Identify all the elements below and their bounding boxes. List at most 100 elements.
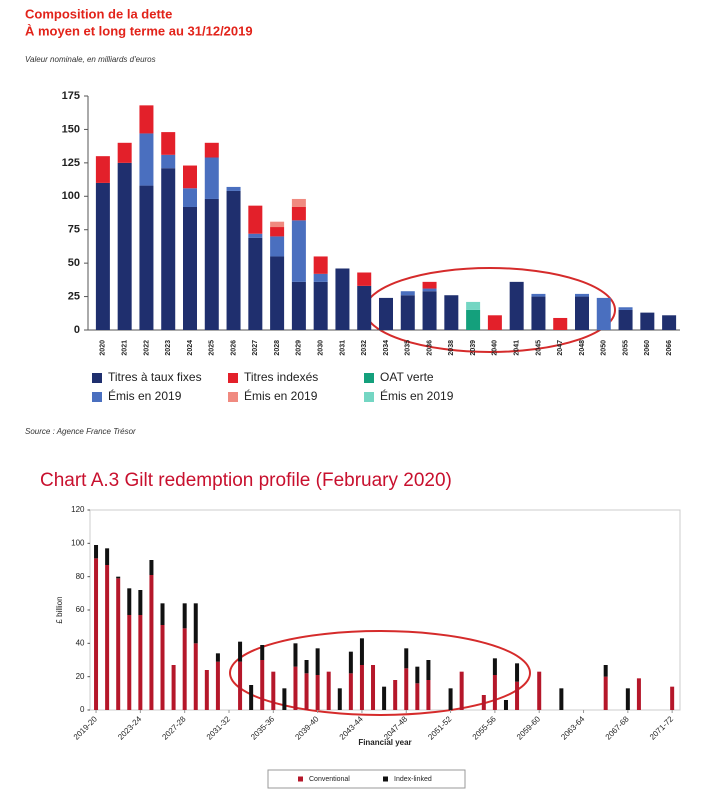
y-tick-label: 125	[62, 157, 80, 169]
bar-segment	[313, 273, 328, 282]
bar-segment	[182, 603, 187, 629]
bar-segment	[492, 675, 497, 710]
bar-segment	[618, 307, 633, 310]
bar-segment	[270, 227, 285, 237]
legend-swatch	[228, 373, 238, 383]
x-tick-label: 2034	[383, 340, 390, 356]
bar-segment	[117, 162, 132, 330]
bar-segment	[238, 661, 243, 710]
bar-segment	[260, 660, 265, 710]
legend-swatch	[364, 392, 374, 402]
bar-segment	[226, 190, 241, 330]
y-tick-label: 20	[76, 672, 85, 681]
bar-segment	[293, 643, 298, 667]
bar-segment	[466, 301, 481, 310]
bar-segment	[161, 154, 176, 169]
bar-segment	[138, 590, 143, 615]
legend-label: OAT verte	[380, 370, 434, 384]
bar-segment	[357, 285, 372, 330]
y-axis-label: £ billion	[55, 596, 64, 623]
x-tick-label: 2051-52	[426, 714, 454, 742]
bar-segment	[116, 578, 121, 710]
x-tick-label: 2060	[644, 340, 651, 356]
y-tick-label: 175	[62, 90, 80, 102]
legend-swatch	[364, 373, 374, 383]
x-tick-label: 2067-68	[604, 714, 632, 742]
legend-label: Émis en 2019	[244, 388, 318, 403]
chart-subtitle: À moyen et long terme au 31/12/2019	[25, 23, 253, 38]
x-tick-label: 2026	[230, 340, 237, 356]
chart-note: Valeur nominale, en milliards d'euros	[25, 55, 156, 64]
x-tick-label: 2039-40	[293, 714, 321, 742]
bar-segment	[193, 643, 198, 710]
bar-segment	[575, 296, 589, 330]
bar-segment	[315, 675, 320, 710]
bar-segment	[204, 198, 219, 330]
bar-segment	[204, 157, 219, 199]
plot-frame	[89, 509, 681, 711]
y-tick-label: 50	[68, 257, 80, 269]
x-tick-label: 2031	[339, 340, 346, 356]
bar-segment	[238, 641, 243, 662]
bar-segment	[116, 576, 121, 579]
bar-segment	[271, 671, 276, 710]
bar-segment	[138, 615, 143, 710]
bar-segment	[503, 700, 508, 710]
bar-segment	[313, 281, 328, 330]
x-tick-label: 2020	[100, 340, 107, 356]
x-tick-label: 2030	[318, 340, 325, 356]
bar-segment	[422, 281, 437, 289]
bar-segment	[149, 560, 154, 575]
bar-segment	[509, 281, 524, 330]
bar-segment	[105, 548, 110, 565]
bar-segment	[139, 133, 154, 186]
bar-segment	[215, 661, 220, 710]
bar-segment	[248, 205, 263, 234]
x-tick-label: 2019-20	[72, 714, 100, 742]
bar-segment	[291, 198, 306, 207]
bar-segment	[139, 105, 154, 134]
x-tick-label: 2025	[209, 340, 216, 356]
bar-segment	[559, 688, 564, 710]
bar-segment	[193, 603, 198, 644]
y-tick-label: 40	[76, 638, 85, 647]
x-tick-label: 2050	[601, 340, 608, 356]
y-tick-label: 0	[74, 324, 80, 336]
bar-segment	[270, 236, 285, 257]
y-tick-label: 100	[71, 538, 85, 547]
bar-segment	[400, 291, 415, 296]
bar-segment	[415, 666, 420, 684]
bar-segment	[393, 680, 398, 710]
bar-segment	[161, 132, 176, 155]
bar-segment	[117, 142, 132, 163]
x-tick-label: 2041	[514, 340, 521, 356]
bar-segment	[603, 676, 608, 710]
x-tick-label: 2071-72	[648, 714, 676, 742]
bar-segment	[481, 695, 486, 710]
x-tick-label: 2035-36	[249, 714, 277, 742]
bar-segment	[204, 670, 209, 710]
x-tick-label: 2038	[448, 340, 455, 356]
y-tick-label: 100	[62, 190, 80, 202]
x-tick-label: 2047	[557, 340, 564, 356]
bar-segment	[359, 638, 364, 665]
legend-swatch	[298, 776, 303, 782]
bar-segment	[95, 182, 110, 330]
x-tick-label: 2055	[622, 340, 629, 356]
bar-segment	[183, 165, 197, 189]
bar-segment	[348, 673, 353, 710]
bar-segment	[531, 296, 546, 330]
bar-segment	[204, 142, 219, 158]
x-tick-label: 2023	[165, 340, 172, 356]
legend-swatch	[92, 373, 102, 383]
bar-segment	[422, 291, 437, 330]
bar-segment	[282, 688, 287, 710]
bar-segment	[537, 671, 542, 710]
y-tick-label: 25	[68, 290, 80, 302]
bar-segment	[326, 671, 331, 710]
bar-segment	[139, 185, 154, 330]
legend-frame	[267, 769, 466, 789]
bar-segment	[127, 588, 132, 615]
x-tick-label: 2055-56	[471, 714, 499, 742]
bar-segment	[625, 688, 630, 710]
